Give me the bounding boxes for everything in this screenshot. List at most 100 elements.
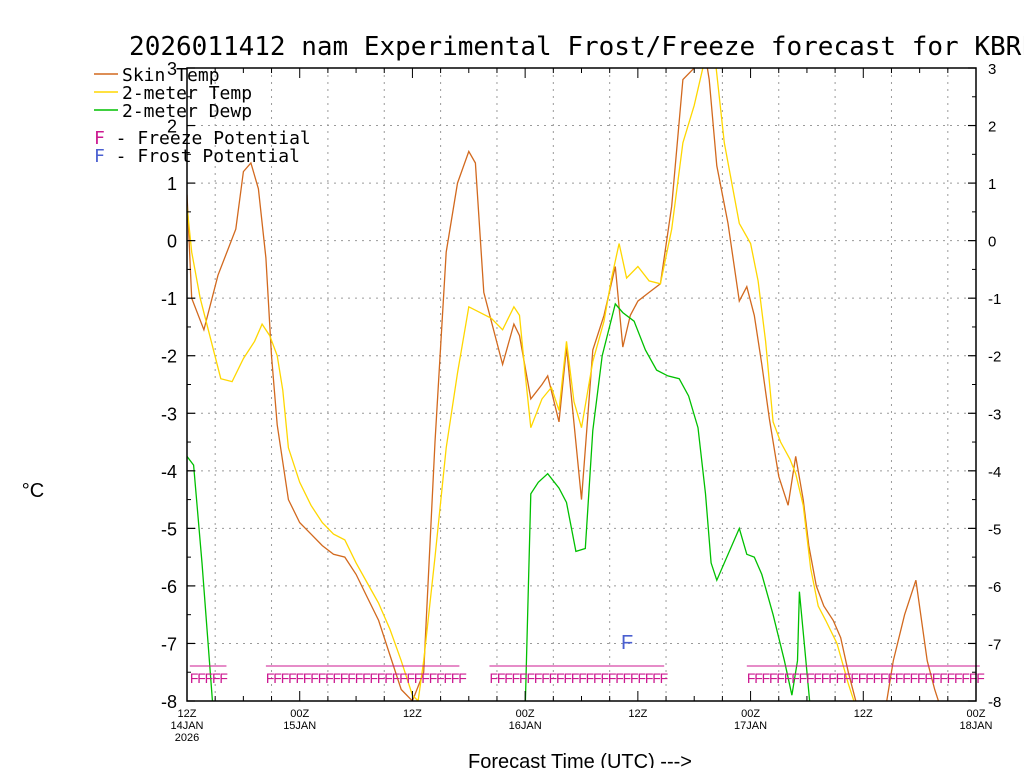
y-tick-label-right: 2 bbox=[988, 119, 996, 136]
freeze-mark: F bbox=[895, 670, 904, 686]
y-tick-label-right: -5 bbox=[988, 521, 1001, 538]
freeze-mark: F bbox=[414, 670, 423, 686]
y-tick-label-right: -3 bbox=[988, 406, 1001, 423]
freeze-mark: F bbox=[910, 670, 919, 686]
x-tick-label: 2026 bbox=[175, 732, 199, 744]
y-tick-label: 2 bbox=[167, 117, 177, 137]
freeze-mark: F bbox=[917, 670, 926, 686]
freeze-mark: F bbox=[813, 670, 822, 686]
x-tick-label: 00Z bbox=[516, 708, 535, 720]
freeze-mark: F bbox=[205, 670, 214, 686]
series-line-2-meter-temp bbox=[187, 68, 855, 701]
y-axis-left: -8 -7 -6 -5 -4 -3 -2 -1 0 1 2 3 bbox=[161, 59, 195, 712]
freeze-mark: F bbox=[212, 670, 221, 686]
legend-potential-label: F - Frost Potential bbox=[94, 146, 300, 167]
freeze-mark: F bbox=[444, 670, 453, 686]
freeze-mark: F bbox=[961, 670, 970, 686]
legend-label: Skin Temp bbox=[122, 65, 220, 86]
y-tick-label-right: 1 bbox=[988, 176, 996, 193]
freeze-mark: F bbox=[512, 670, 521, 686]
y-tick-label-right: 3 bbox=[988, 61, 996, 78]
y-tick-label: -8 bbox=[161, 692, 177, 712]
freeze-mark: F bbox=[902, 670, 911, 686]
freeze-mark: F bbox=[954, 670, 963, 686]
legend-label: 2-meter Dewp bbox=[122, 101, 252, 122]
freeze-mark: F bbox=[784, 670, 793, 686]
freeze-mark: F bbox=[563, 670, 572, 686]
freeze-mark: F bbox=[623, 670, 632, 686]
freeze-mark: F bbox=[451, 670, 460, 686]
x-tick-label: 17JAN bbox=[734, 720, 767, 732]
freeze-mark: F bbox=[392, 670, 401, 686]
y-tick-label: -6 bbox=[161, 577, 177, 597]
freeze-mark: F bbox=[858, 670, 867, 686]
freeze-mark: F bbox=[340, 670, 349, 686]
y-tick-label-right: 0 bbox=[988, 234, 996, 251]
x-tick-label: 18JAN bbox=[959, 720, 992, 732]
freeze-mark: F bbox=[924, 670, 933, 686]
series-layer bbox=[187, 68, 940, 701]
freeze-mark: F bbox=[541, 670, 550, 686]
freeze-mark: F bbox=[489, 670, 498, 686]
freeze-mark: F bbox=[303, 670, 312, 686]
freeze-mark: F bbox=[399, 670, 408, 686]
freeze-mark: F bbox=[821, 670, 830, 686]
freeze-mark: F bbox=[880, 670, 889, 686]
legend-potential-label: F - Freeze Potential bbox=[94, 128, 311, 149]
freeze-mark: F bbox=[556, 670, 565, 686]
freeze-mark: F bbox=[976, 670, 985, 686]
freeze-mark: F bbox=[932, 670, 941, 686]
freeze-mark: F bbox=[571, 670, 580, 686]
freeze-mark: F bbox=[497, 670, 506, 686]
freeze-mark: F bbox=[219, 670, 228, 686]
x-tick-label: 12Z bbox=[628, 708, 647, 720]
y-axis-label: °C bbox=[22, 480, 44, 502]
freeze-mark: F bbox=[799, 670, 808, 686]
freeze-mark: F bbox=[355, 670, 364, 686]
freeze-mark: F bbox=[791, 670, 800, 686]
freeze-mark: F bbox=[843, 670, 852, 686]
frost-mark: F bbox=[621, 632, 633, 654]
y-tick-label: 1 bbox=[167, 174, 177, 194]
freeze-mark: F bbox=[578, 670, 587, 686]
freeze-mark: F bbox=[436, 670, 445, 686]
y-tick-label-right: -6 bbox=[988, 579, 1001, 596]
freeze-mark: F bbox=[347, 670, 356, 686]
freeze-mark: F bbox=[370, 670, 379, 686]
y-tick-label-right: -8 bbox=[988, 694, 1001, 711]
y-tick-label: -7 bbox=[161, 634, 177, 654]
freeze-mark: F bbox=[519, 670, 528, 686]
freeze-mark: F bbox=[828, 670, 837, 686]
freeze-mark: F bbox=[865, 670, 874, 686]
x-tick-label: 12Z bbox=[403, 708, 422, 720]
freeze-mark: F bbox=[939, 670, 948, 686]
y-tick-label-right: -2 bbox=[988, 349, 1001, 366]
freeze-mark: F bbox=[660, 670, 669, 686]
freeze-mark: F bbox=[754, 670, 763, 686]
x-tick-label: 00Z bbox=[741, 708, 760, 720]
freeze-mark: F bbox=[362, 670, 371, 686]
legend-label: 2-meter Temp bbox=[122, 83, 252, 104]
y-tick-label: -2 bbox=[161, 347, 177, 367]
freeze-mark: F bbox=[645, 670, 654, 686]
freeze-mark: F bbox=[630, 670, 639, 686]
freeze-mark: F bbox=[273, 670, 282, 686]
x-tick-label: 14JAN bbox=[170, 720, 203, 732]
freeze-mark: F bbox=[887, 670, 896, 686]
freeze-mark: F bbox=[969, 670, 978, 686]
chart-title: 2026011412 nam Experimental Frost/Freeze… bbox=[129, 32, 1024, 62]
y-tick-label: -5 bbox=[161, 519, 177, 539]
freeze-mark: F bbox=[197, 670, 206, 686]
y-tick-label: -3 bbox=[161, 404, 177, 424]
freeze-mark: F bbox=[586, 670, 595, 686]
freeze-mark: F bbox=[593, 670, 602, 686]
x-tick-label: 00Z bbox=[967, 708, 986, 720]
freeze-mark: F bbox=[615, 670, 624, 686]
freeze-mark: F bbox=[747, 670, 756, 686]
freeze-mark: F bbox=[190, 670, 199, 686]
freeze-mark: F bbox=[384, 670, 393, 686]
